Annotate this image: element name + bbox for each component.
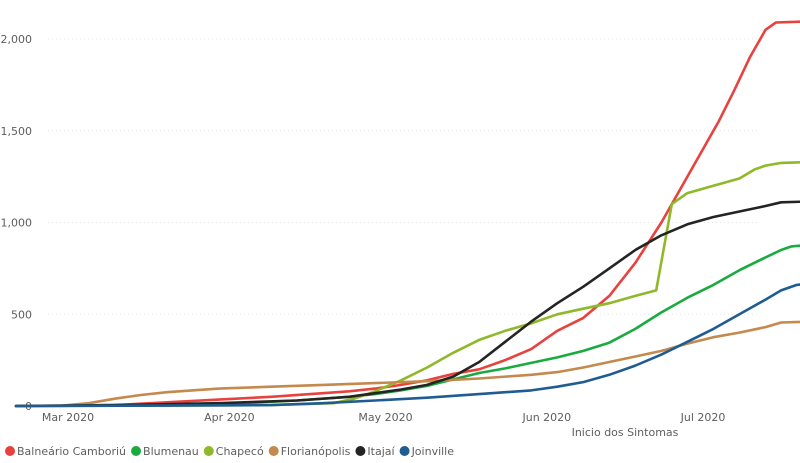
legend-label: Blumenau [143,445,199,458]
series-line[interactable] [14,20,800,408]
legend-label: Florianópolis [281,445,351,458]
legend-label: Chapecó [216,445,264,458]
legend-item[interactable]: Itajaí [355,445,396,458]
x-tick-label: May 2020 [358,411,412,424]
legend-item[interactable]: Chapecó [203,445,264,458]
legend-item[interactable]: Florianópolis [268,445,351,458]
legend-marker [131,446,142,456]
grid-lines [48,38,760,315]
series-line[interactable] [14,283,800,408]
legend-label: Joinville [411,445,455,458]
y-tick-label: 2,000 [1,33,33,46]
series-lines [14,20,800,408]
series-line[interactable] [14,160,800,408]
legend-item[interactable]: Blumenau [131,445,199,458]
y-tick-label: 500 [11,308,32,321]
series-line[interactable] [14,200,800,408]
legend-marker [399,446,410,456]
legend-marker [355,446,366,456]
x-tick-label: Jun 2020 [522,411,572,424]
legend-item[interactable]: Balneário Camboriú [5,445,126,458]
x-axis-ticks: Mar 2020 Apr 2020 May 2020 Jun 2020 Jul 2020 [42,411,726,424]
series-line[interactable] [14,320,800,408]
y-tick-label: 1,000 [1,217,33,230]
legend-label: Balneário Camboriú [17,445,126,458]
x-tick-label: Apr 2020 [204,411,255,424]
legend[interactable]: Balneário Camboriú Blumenau Chapecó Florian… [5,445,454,458]
legend-label: Itajaí [367,445,395,458]
legend-marker [5,446,15,456]
y-tick-label: 1,500 [1,125,33,138]
x-tick-label: Mar 2020 [42,411,94,424]
x-axis-title: Inicio dos Sintomas [572,426,679,439]
x-tick-label: Jul 2020 [680,411,726,424]
legend-marker [268,446,279,456]
legend-marker [203,446,214,456]
legend-item[interactable]: Joinville [399,445,455,458]
